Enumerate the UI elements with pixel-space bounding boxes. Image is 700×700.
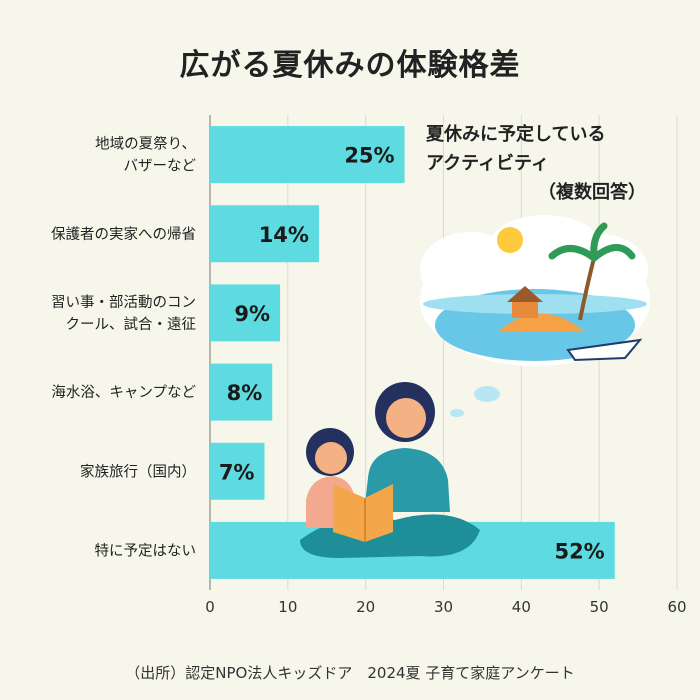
category-label: バザーなど (124, 158, 197, 175)
x-tick-label: 0 (205, 598, 215, 616)
category-label: 地域の夏祭り、 (95, 136, 196, 153)
category-label: 海水浴、キャンプなど (51, 384, 196, 401)
annotation-line-3: （複数回答） (538, 182, 646, 203)
data-label: 52% (554, 539, 604, 563)
data-label: 9% (234, 302, 270, 326)
category-label: クール、試合・遠征 (66, 316, 197, 333)
category-label: 家族旅行（国内） (80, 463, 196, 480)
bar (210, 284, 281, 342)
source-note: （出所）認定NPO法人キッズドア 2024夏 子育て家庭アンケート (125, 664, 575, 682)
data-label: 8% (227, 381, 263, 405)
x-tick-label: 50 (590, 598, 609, 616)
data-label: 14% (259, 223, 309, 247)
annotation-line-2: アクティビティ (426, 153, 549, 174)
boat-icon (566, 338, 643, 362)
illustration (300, 215, 650, 558)
x-tick-label: 40 (512, 598, 531, 616)
data-label: 7% (219, 460, 255, 484)
x-tick-label: 60 (667, 598, 686, 616)
x-tick-label: 20 (356, 598, 375, 616)
plot-area: 0 10 20 30 40 50 60 25% 地域の夏祭り、バザーなど 14% 保護者の実家への帰… (51, 115, 687, 616)
palm-tree-icon (548, 222, 636, 321)
sun-icon (497, 227, 523, 253)
x-tick-label: 30 (434, 598, 453, 616)
chart-title: 広がる夏休みの体験格差 (179, 48, 521, 83)
island-icon (498, 286, 585, 332)
bar (210, 205, 319, 263)
category-label: 保護者の実家への帰省 (51, 225, 196, 243)
bar (210, 442, 265, 500)
chart-annotation: 夏休みに予定している アクティビティ （複数回答） (426, 120, 676, 207)
category-label: 習い事・部活動のコン (51, 294, 196, 311)
data-label: 25% (344, 144, 394, 168)
bar (210, 126, 405, 184)
book-icon (333, 484, 393, 542)
bar (210, 363, 273, 421)
annotation-line-1: 夏休みに予定している (426, 124, 606, 145)
x-tick-label: 10 (278, 598, 297, 616)
category-label: 特に予定はない (95, 542, 197, 559)
